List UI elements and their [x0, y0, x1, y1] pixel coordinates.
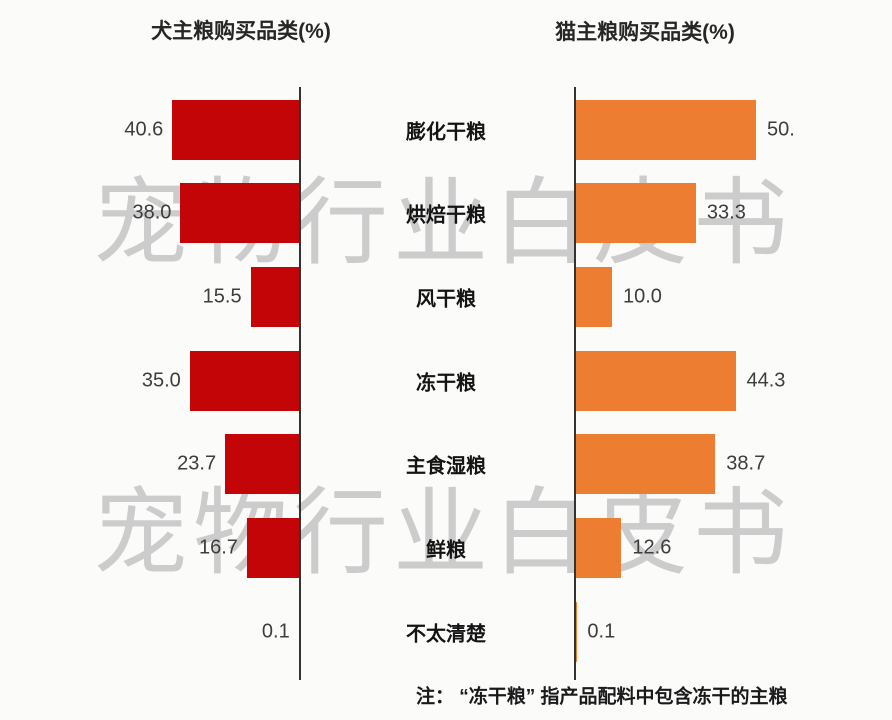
dog-bar-1 — [180, 183, 299, 244]
left-panel-title: 犬主粮购买品类(%) — [151, 20, 331, 43]
dog-bar-5 — [246, 518, 299, 578]
dog-value-label-1: 38.0 — [132, 201, 172, 224]
dog-bar-4 — [225, 434, 299, 495]
dog-value-label-4: 23.7 — [177, 452, 217, 475]
chart-footnote: 注： “冻干粮” 指产品配料中包含冻干的主粮 — [416, 686, 788, 708]
cat-value-label-2: 10.0 — [623, 285, 662, 308]
cat-bar-3 — [576, 350, 736, 411]
dog-value-label-0: 40.6 — [124, 118, 164, 140]
category-label-6: 不太清楚 — [406, 623, 486, 646]
cat-bar-5 — [576, 518, 622, 578]
dog-bar-0 — [172, 99, 299, 160]
right-panel-title: 猫主粮购买品类(%) — [555, 21, 735, 44]
dog-value-label-6: 0.1 — [261, 620, 290, 643]
category-label-4: 主食湿粮 — [406, 455, 486, 478]
dog-value-label-3: 35.0 — [141, 369, 181, 392]
category-label-2: 风干粮 — [416, 288, 476, 311]
dog-bar-3 — [189, 350, 299, 411]
cat-bar-4 — [576, 434, 716, 495]
cat-value-label-1: 33.3 — [706, 201, 746, 224]
dog-bar-2 — [250, 266, 299, 327]
right-panel-axis-line — [574, 87, 576, 680]
cat-bar-0 — [576, 99, 756, 160]
cat-bar-1 — [576, 183, 696, 244]
cat-value-label-3: 44.3 — [746, 369, 786, 392]
category-label-0: 膨化干粮 — [406, 121, 486, 143]
cat-bar-2 — [576, 266, 612, 327]
left-panel-axis-line — [299, 87, 301, 680]
cat-value-label-5: 12.6 — [632, 536, 672, 559]
cat-value-label-0: 50. — [767, 118, 795, 140]
dog-value-label-5: 16.7 — [198, 536, 238, 559]
category-label-1: 烘焙干粮 — [406, 204, 486, 227]
cat-value-label-6: 0.1 — [587, 620, 616, 643]
category-label-3: 冻干粮 — [416, 372, 476, 395]
cat-value-label-4: 38.7 — [726, 452, 766, 475]
dog-value-label-2: 15.5 — [202, 285, 242, 308]
category-label-5: 鲜粮 — [426, 539, 466, 562]
